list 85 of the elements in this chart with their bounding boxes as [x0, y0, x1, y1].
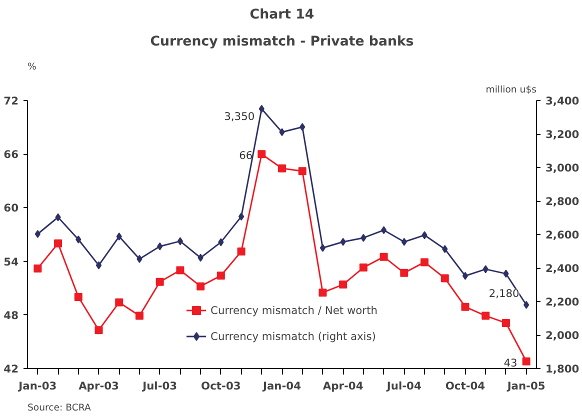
y2-tick-label: 3,000	[546, 162, 580, 174]
point	[34, 264, 42, 272]
point	[196, 282, 205, 290]
y-axis-title: %	[28, 62, 36, 72]
y2-tick-label: 3,400	[546, 94, 580, 108]
point	[482, 312, 490, 320]
point	[320, 244, 326, 252]
point	[401, 238, 407, 246]
y2-tick-label: 2,800	[546, 195, 580, 208]
point	[279, 128, 285, 136]
y-tick-label: 72	[4, 94, 19, 108]
point	[278, 164, 286, 172]
x-tick-label: Jan-03	[18, 380, 57, 392]
legend-label: Currency mismatch (right axis)	[210, 330, 376, 342]
point	[420, 258, 429, 266]
point	[503, 270, 509, 278]
point	[300, 122, 306, 131]
point	[237, 247, 246, 256]
point	[502, 318, 510, 327]
point	[339, 280, 348, 289]
x-tick-label: Apr-04	[322, 380, 364, 392]
chart-subtitle: Currency mismatch - Private banks	[150, 34, 414, 50]
x-tick-label: Jan-04	[262, 380, 302, 392]
point	[216, 272, 225, 280]
y2-tick-label: 2,400	[546, 262, 580, 275]
data-label: 2,180	[488, 286, 520, 300]
y2-tick-label: 2,000	[546, 329, 580, 342]
x-tick-label: Oct-04	[445, 380, 486, 392]
legend-label: Currency mismatch / Net worth	[210, 304, 378, 316]
data-label: 3,350	[224, 110, 255, 123]
point	[440, 274, 449, 282]
point	[360, 234, 366, 242]
point	[298, 167, 306, 176]
chart-title: Chart 14	[250, 8, 314, 22]
point	[55, 213, 61, 222]
point	[238, 212, 244, 221]
point	[523, 300, 530, 309]
point	[96, 261, 102, 270]
source-note: Source: BCRA	[28, 402, 92, 414]
point	[198, 254, 204, 262]
x-tick-label: Jul-03	[142, 380, 178, 392]
point	[218, 238, 224, 246]
data-label: 66	[239, 149, 253, 162]
y2-axis-title: million u$s	[486, 84, 537, 96]
point	[258, 150, 266, 158]
point	[522, 357, 530, 366]
point	[177, 237, 184, 246]
point	[136, 254, 142, 263]
y2-tick-label: 2,200	[546, 296, 580, 308]
point	[176, 266, 184, 274]
point	[115, 298, 124, 306]
point	[482, 265, 488, 274]
point	[359, 264, 368, 272]
y-tick-label: 66	[4, 148, 19, 162]
point	[258, 104, 264, 113]
x-tick-label: Apr-03	[78, 380, 119, 392]
data-label: 43	[504, 356, 518, 370]
y-tick-label: 48	[4, 308, 19, 322]
point	[380, 252, 388, 261]
point	[156, 278, 164, 286]
point	[116, 232, 122, 241]
point	[54, 239, 62, 248]
x-tick-label: Oct-03	[201, 380, 241, 392]
point	[135, 312, 144, 320]
y2-tick-label: 3,200	[546, 128, 580, 141]
point	[380, 226, 387, 234]
point	[462, 272, 468, 280]
point	[461, 302, 470, 311]
point	[157, 242, 163, 250]
y2-tick-label: 1,800	[546, 362, 580, 376]
point	[34, 230, 41, 238]
x-tick-label: Jan-05	[506, 380, 546, 392]
point	[422, 231, 428, 240]
y-tick-label: 60	[4, 202, 19, 215]
point	[76, 236, 82, 244]
point	[340, 238, 346, 246]
point	[400, 268, 408, 277]
point	[94, 326, 103, 334]
y2-tick-label: 2,600	[546, 228, 580, 242]
point	[442, 245, 448, 254]
y-tick-label: 54	[4, 255, 19, 268]
x-tick-label: Jul-04	[386, 380, 422, 392]
point	[74, 293, 82, 302]
y-tick-label: 42	[4, 362, 19, 376]
point	[318, 288, 327, 297]
